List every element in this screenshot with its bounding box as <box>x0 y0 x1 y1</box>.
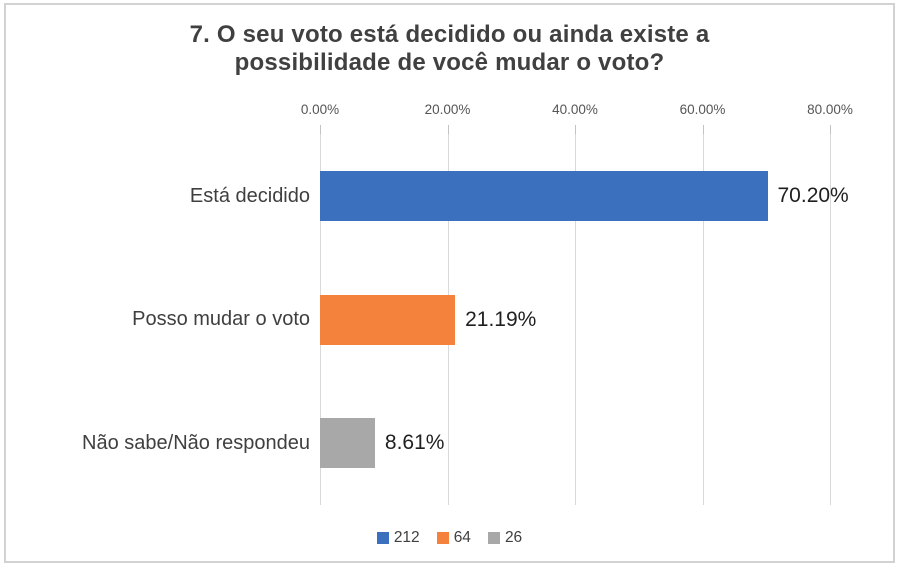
x-axis-tick-mark <box>702 125 704 134</box>
gridline <box>575 134 576 505</box>
value-label: 8.61% <box>384 431 445 455</box>
legend-item: 212 <box>376 529 420 547</box>
legend-item: 26 <box>487 529 523 547</box>
legend-swatch-icon <box>436 532 449 544</box>
x-axis-tick-mark <box>830 125 831 134</box>
x-axis-tick-label: 0.00% <box>300 102 340 117</box>
bar-row: Posso mudar o voto 21.19% <box>6 258 893 382</box>
x-axis-tick-label: 20.00% <box>424 102 471 117</box>
x-axis-tick-label: 80.00% <box>807 102 853 117</box>
bar-esta-decidido <box>320 171 768 221</box>
x-axis-tick-mark <box>575 125 576 134</box>
x-axis-tick-label: 60.00% <box>679 102 726 117</box>
chart-frame: 7. O seu voto está decidido ou ainda exi… <box>4 3 895 563</box>
chart-title: 7. O seu voto está decidido ou ainda exi… <box>189 21 710 76</box>
category-label: Não sabe/Não respondeu <box>82 431 310 454</box>
x-axis-tick-mark <box>320 125 321 134</box>
value-label: 70.20% <box>777 184 849 207</box>
value-label: 21.19% <box>465 307 537 331</box>
legend-label: 26 <box>504 529 523 546</box>
legend-label: 212 <box>393 529 420 546</box>
x-axis-tick-mark <box>447 125 449 134</box>
legend-item: 64 <box>436 529 471 547</box>
bar-row: Está decidido 70.20% <box>6 134 893 258</box>
category-label: Está decidido <box>189 184 310 207</box>
plot-area: Está decidido 70.20% Posso mudar o voto … <box>6 134 893 505</box>
x-axis-tick-label: 40.00% <box>552 102 598 117</box>
gridline <box>702 134 704 505</box>
gridline <box>830 134 831 505</box>
legend-swatch-icon <box>487 532 500 544</box>
category-label: Posso mudar o voto <box>132 308 310 331</box>
bar-posso-mudar-o-voto <box>320 294 456 345</box>
legend-label: 64 <box>453 529 471 546</box>
bar-nao-sabe-nao-respondeu <box>320 418 375 469</box>
legend-swatch-icon <box>376 532 389 544</box>
legend: 212 64 26 <box>6 529 893 547</box>
bar-row: Não sabe/Não respondeu 8.61% <box>6 381 893 505</box>
